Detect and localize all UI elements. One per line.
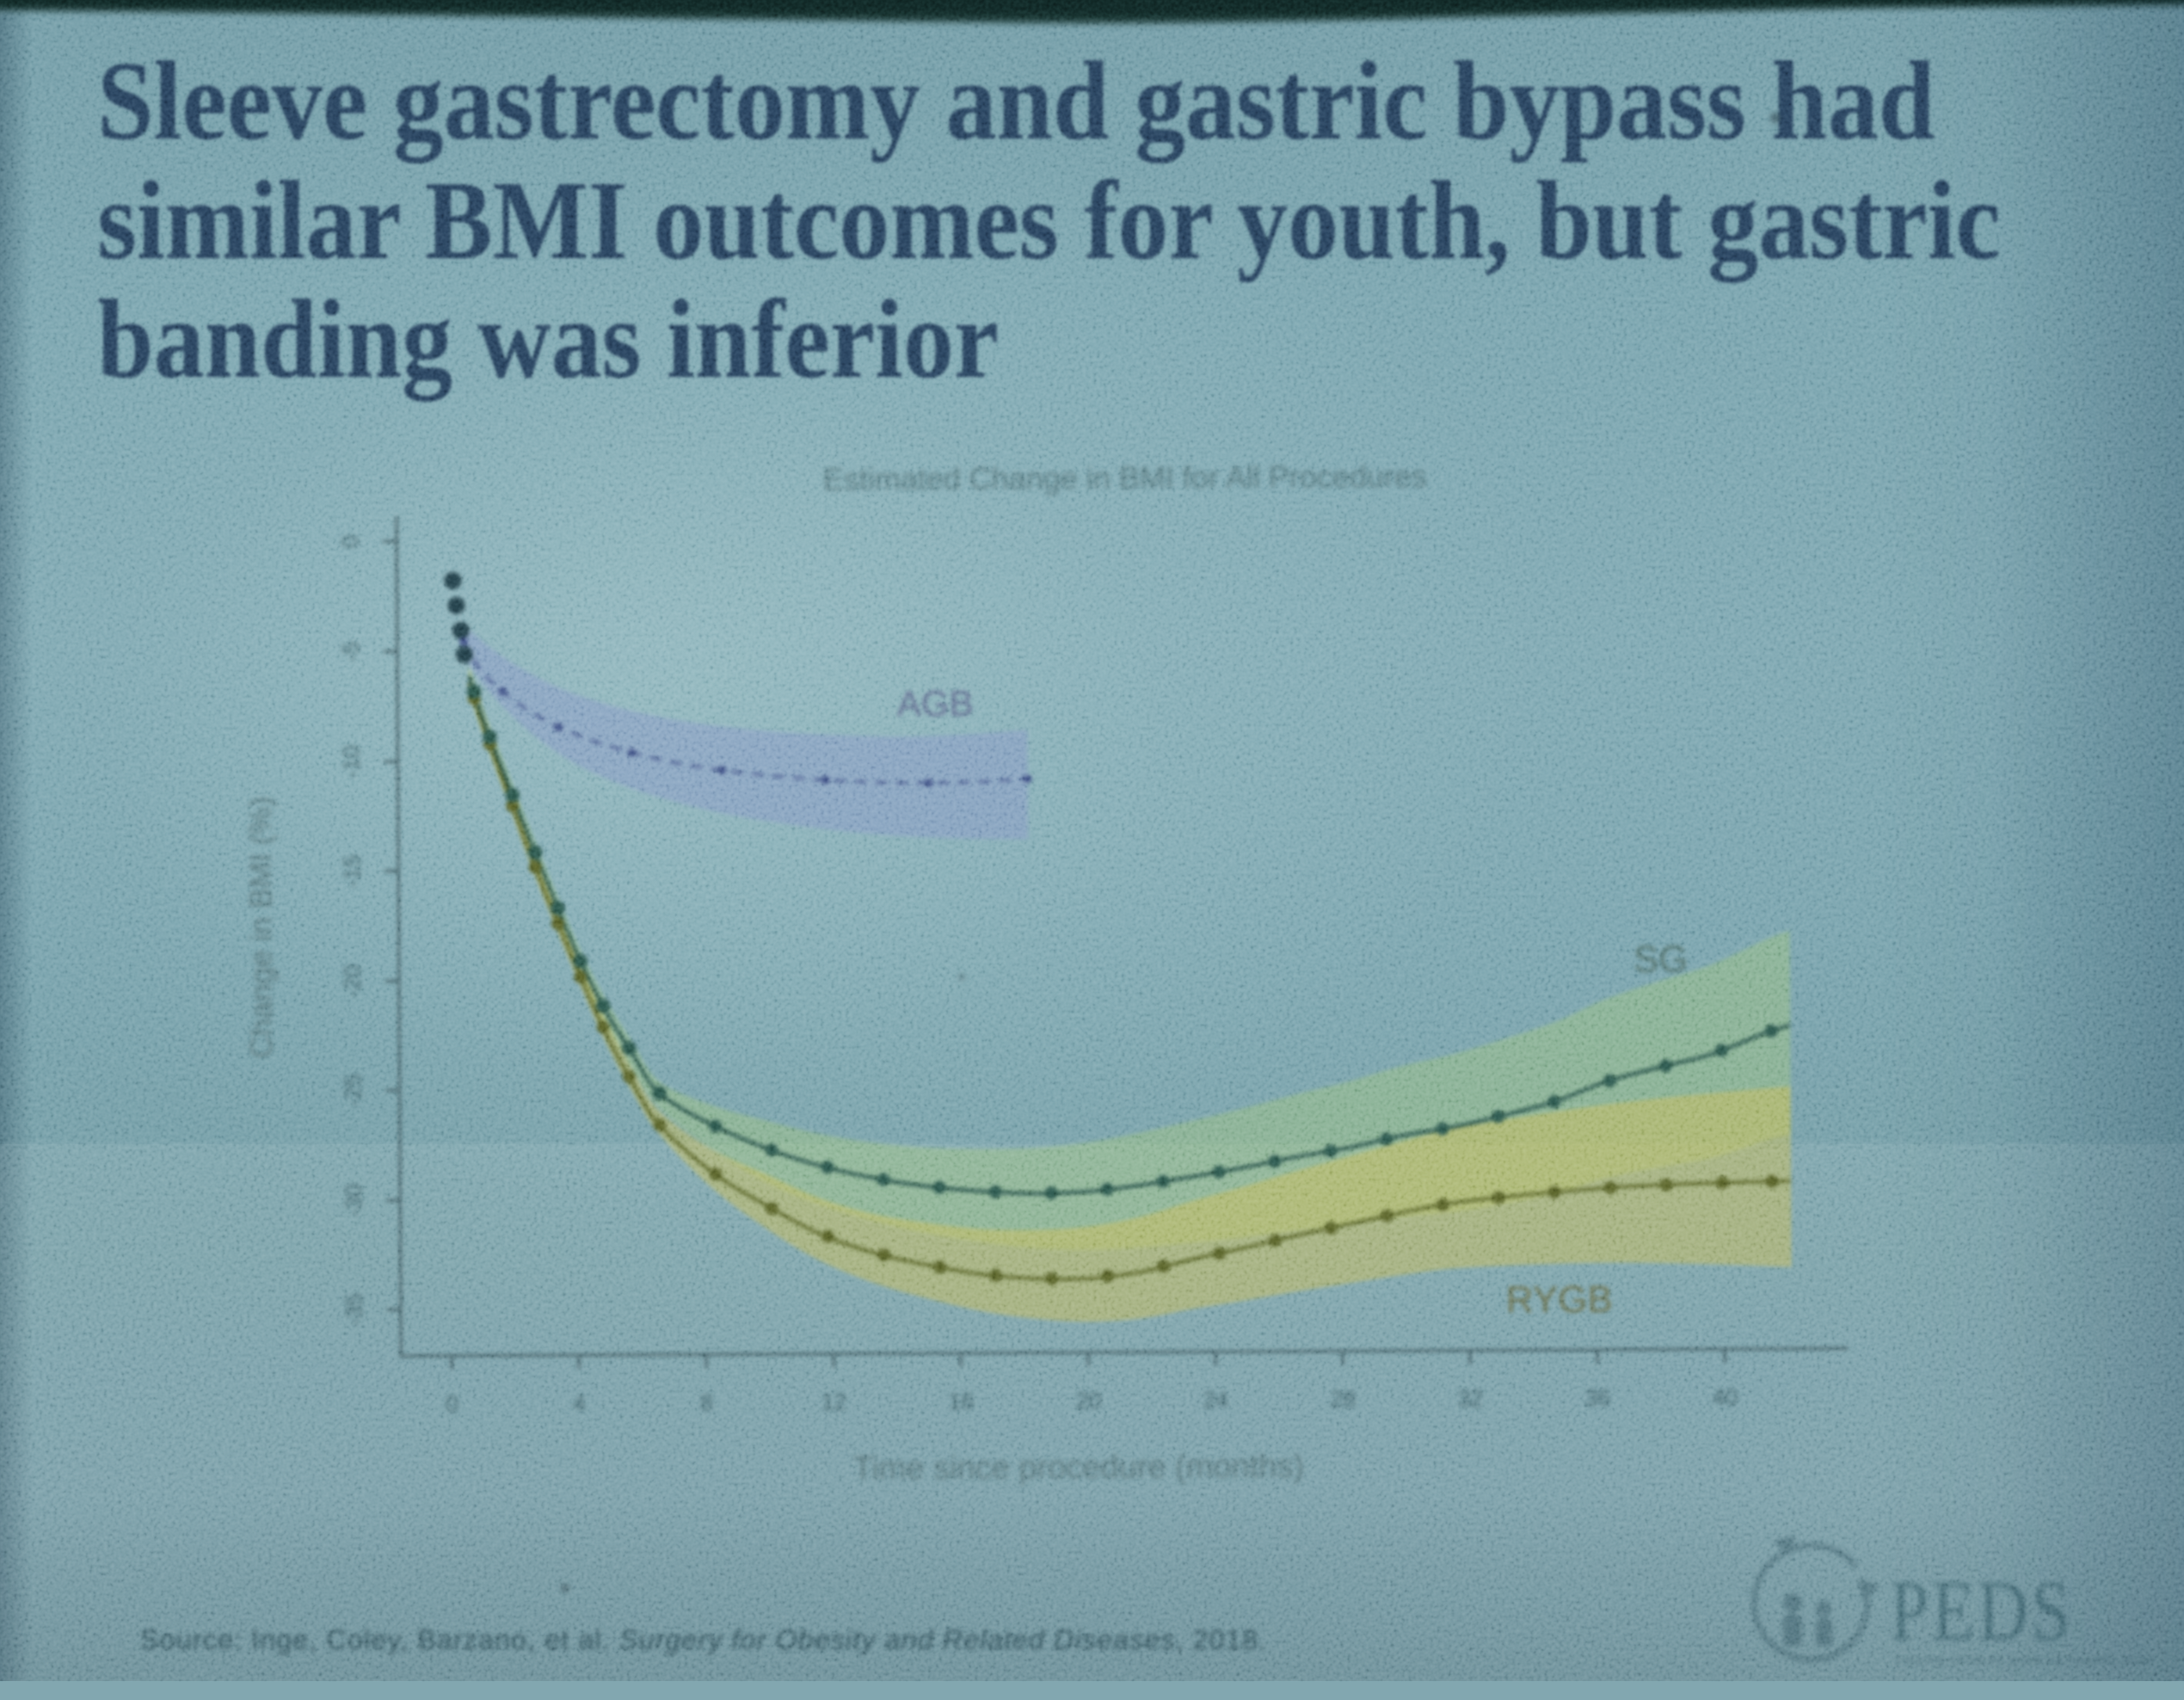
svg-text:Estimated Change in BMI for Al: Estimated Change in BMI for All Procedur… <box>823 459 1428 497</box>
svg-text:4: 4 <box>573 1390 586 1416</box>
svg-text:32: 32 <box>1458 1386 1484 1412</box>
svg-text:-15: -15 <box>339 854 365 887</box>
svg-text:-30: -30 <box>341 1184 366 1216</box>
svg-text:8: 8 <box>700 1389 713 1415</box>
svg-text:Time since procedure (months): Time since procedure (months) <box>852 1449 1304 1488</box>
svg-text:40: 40 <box>1713 1384 1738 1410</box>
svg-text:SG: SG <box>1633 938 1689 980</box>
svg-text:-5: -5 <box>338 642 364 662</box>
svg-text:Change in BMI (%): Change in BMI (%) <box>243 797 280 1058</box>
svg-text:-20: -20 <box>340 964 366 997</box>
svg-text:0: 0 <box>337 535 363 548</box>
svg-text:0: 0 <box>446 1391 458 1417</box>
svg-text:AGB: AGB <box>897 683 974 724</box>
svg-text:20: 20 <box>1076 1388 1102 1414</box>
svg-text:36: 36 <box>1585 1385 1611 1411</box>
svg-text:24: 24 <box>1203 1387 1229 1413</box>
svg-text:12: 12 <box>821 1389 847 1415</box>
svg-text:16: 16 <box>949 1389 975 1414</box>
svg-text:-25: -25 <box>340 1074 366 1106</box>
svg-text:28: 28 <box>1331 1386 1357 1412</box>
svg-text:RYGB: RYGB <box>1506 1278 1613 1321</box>
svg-text:-35: -35 <box>341 1293 367 1326</box>
svg-text:-10: -10 <box>338 745 364 778</box>
